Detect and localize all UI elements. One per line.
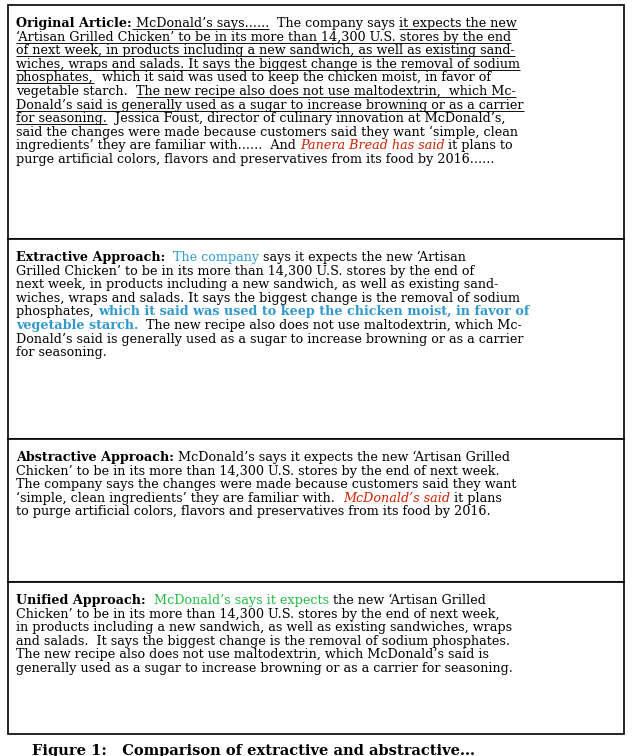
Text: next week, in products including a new sandwich, as well as existing sand-: next week, in products including a new s…	[16, 278, 499, 291]
Text: ‘simple, clean ingredients’ they are familiar with.: ‘simple, clean ingredients’ they are fam…	[16, 492, 343, 505]
Text: The new recipe also does not use maltodextrin, which McDonald’s said is: The new recipe also does not use maltode…	[16, 649, 489, 662]
Text: Donald’s said is generally used as a sugar to increase browning or as a carrier: Donald’s said is generally used as a sug…	[16, 333, 523, 345]
Text: generally used as a sugar to increase browning or as a carrier for seasoning.: generally used as a sugar to increase br…	[16, 662, 513, 675]
Text: Figure 1:   Comparison of extractive and abstractive...: Figure 1: Comparison of extractive and a…	[32, 744, 475, 756]
Text: The company: The company	[173, 251, 259, 264]
Text: McDonald’s said: McDonald’s said	[343, 492, 450, 505]
Text: Abstractive Approach:: Abstractive Approach:	[16, 451, 174, 464]
Text: ‘Artisan Grilled Chicken’ to be in its more than 14,300 U.S. stores by the end: ‘Artisan Grilled Chicken’ to be in its m…	[16, 30, 511, 44]
Text: Extractive Approach:: Extractive Approach:	[16, 251, 165, 264]
Text: ingredients’ they are familiar with......  And: ingredients’ they are familiar with.....…	[16, 139, 300, 153]
Text: phosphates,: phosphates,	[16, 71, 94, 85]
Text: Grilled Chicken’ to be in its more than 14,300 U.S. stores by the end of: Grilled Chicken’ to be in its more than …	[16, 265, 474, 277]
Text: vegetable starch.: vegetable starch.	[16, 85, 136, 98]
Text: The company says the changes were made because customers said they want: The company says the changes were made b…	[16, 479, 516, 491]
Text: Original Article:: Original Article:	[16, 17, 131, 30]
Text: for seasoning.: for seasoning.	[16, 112, 107, 125]
Bar	[8, 5, 624, 239]
Text: of next week, in products including a new sandwich, as well as existing sand-: of next week, in products including a ne…	[16, 44, 514, 57]
Text: Chicken’ to be in its more than 14,300 U.S. stores by the end of next week.: Chicken’ to be in its more than 14,300 U…	[16, 465, 500, 478]
Text: McDonald’s says it expects the new ‘Artisan Grilled: McDonald’s says it expects the new ‘Arti…	[174, 451, 510, 464]
Text: Unified Approach:: Unified Approach:	[16, 594, 145, 607]
Text: Panera Bread has said: Panera Bread has said	[300, 139, 444, 153]
Text: which it said was used to keep the chicken moist, in favor of: which it said was used to keep the chick…	[98, 305, 529, 318]
Text: said the changes were made because customers said they want ‘simple, clean: said the changes were made because custo…	[16, 125, 518, 139]
Bar	[8, 239, 624, 439]
Text: wiches, wraps and salads. It says the biggest change is the removal of sodium: wiches, wraps and salads. It says the bi…	[16, 292, 520, 305]
Text: which it said was used to keep the chicken moist, in favor of: which it said was used to keep the chick…	[94, 71, 491, 85]
Text: it expects the new: it expects the new	[399, 17, 517, 30]
Text: wiches, wraps and salads. It says the biggest change is the removal of sodium: wiches, wraps and salads. It says the bi…	[16, 57, 520, 71]
Text: phosphates,: phosphates,	[16, 305, 98, 318]
Text: vegetable starch.: vegetable starch.	[16, 319, 138, 332]
Text: and salads.  It says the biggest change is the removal of sodium phosphates.: and salads. It says the biggest change i…	[16, 635, 510, 648]
Text: The new recipe also does not use maltodextrin,  which Mc-: The new recipe also does not use maltode…	[136, 85, 516, 98]
Text: The company says: The company says	[269, 17, 399, 30]
Text: Chicken’ to be in its more than 14,300 U.S. stores by the end of next week,: Chicken’ to be in its more than 14,300 U…	[16, 608, 500, 621]
Text: Donald’s said is generally used as a sugar to increase browning or as a carrier: Donald’s said is generally used as a sug…	[16, 98, 523, 112]
Text: it plans to: it plans to	[444, 139, 513, 153]
Bar	[8, 582, 624, 734]
Text: says it expects the new ‘Artisan: says it expects the new ‘Artisan	[259, 251, 466, 265]
Text: to purge artificial colors, flavors and preservatives from its food by 2016.: to purge artificial colors, flavors and …	[16, 506, 490, 519]
Text: it plans: it plans	[450, 492, 502, 505]
Text: the new ‘Artisan Grilled: the new ‘Artisan Grilled	[329, 594, 485, 607]
Bar	[8, 439, 624, 582]
Text: Jessica Foust, director of culinary innovation at McDonald’s,: Jessica Foust, director of culinary inno…	[107, 112, 506, 125]
Text: in products including a new sandwich, as well as existing sandwiches, wraps: in products including a new sandwich, as…	[16, 621, 512, 634]
Text: The new recipe also does not use maltodextrin, which Mc-: The new recipe also does not use maltode…	[138, 319, 522, 332]
Text: purge artificial colors, flavors and preservatives from its food by 2016......: purge artificial colors, flavors and pre…	[16, 153, 494, 166]
Text: for seasoning.: for seasoning.	[16, 346, 107, 359]
Text: McDonald’s says it expects: McDonald’s says it expects	[154, 594, 329, 607]
Text: McDonald’s says......: McDonald’s says......	[131, 17, 269, 30]
